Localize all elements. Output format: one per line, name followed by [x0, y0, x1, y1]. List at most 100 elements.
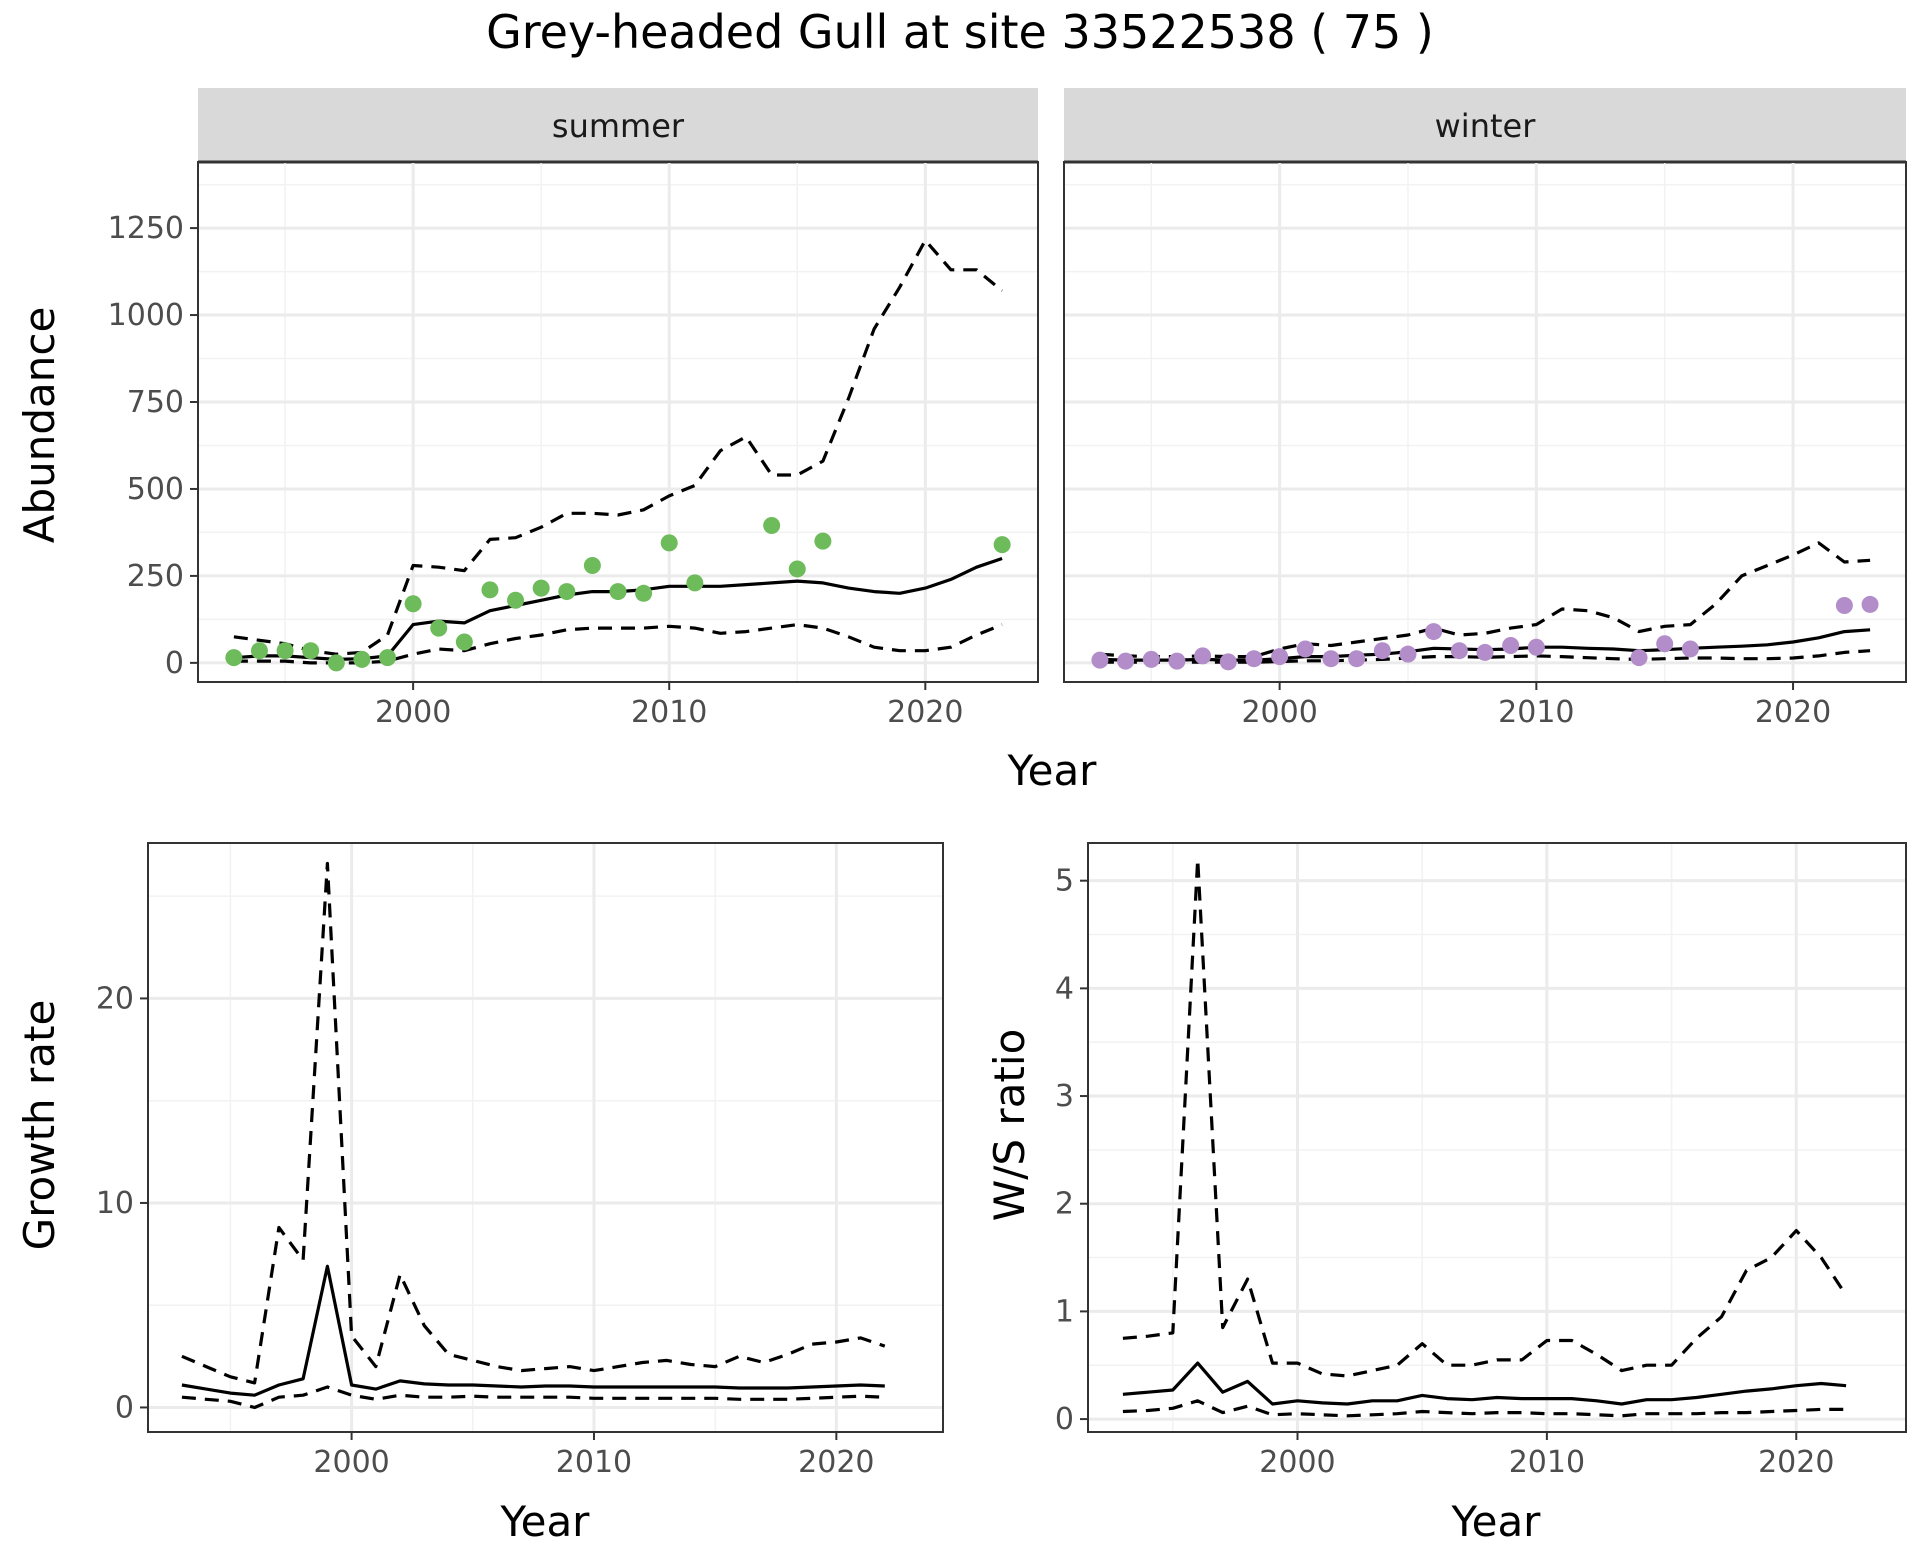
growth-y-axis-title: Growth rate: [15, 1000, 64, 1251]
data-point: [1142, 650, 1160, 668]
y-tick-label: 0: [1055, 1402, 1074, 1437]
data-point: [1091, 651, 1109, 669]
x-tick-label: 2010: [1498, 695, 1574, 730]
data-point: [558, 583, 576, 601]
data-point: [1245, 650, 1263, 668]
data-point: [302, 642, 320, 660]
strip-winter: [1064, 88, 1906, 162]
lower-bound-line: [233, 622, 1003, 665]
data-point: [1502, 636, 1520, 654]
data-point: [788, 560, 806, 578]
data-point: [814, 532, 832, 550]
panel-border: [147, 842, 944, 1433]
data-point: [507, 591, 525, 609]
y-tick-label: 0: [115, 1390, 134, 1425]
panel-ws: 2000 2010 2020 0 1 2 3 4 5: [1055, 842, 1907, 1480]
x-tick-label: 2010: [631, 695, 707, 730]
data-point: [1450, 642, 1468, 660]
data-point: [1296, 640, 1314, 658]
strip-label-summer: summer: [552, 107, 685, 145]
data-point: [481, 581, 499, 599]
x-tick-label: 2000: [313, 1445, 389, 1480]
panel-border: [1087, 842, 1907, 1433]
strip-summer: [198, 88, 1038, 162]
growth-x-axis-title: Year: [500, 1497, 591, 1546]
data-point: [1681, 640, 1699, 658]
data-point: [225, 649, 243, 667]
data-point: [1399, 645, 1417, 663]
data-point: [455, 633, 473, 651]
ws-x-axis-title: Year: [1451, 1497, 1542, 1546]
data-point: [1271, 648, 1289, 666]
y-tick-label: 500: [127, 472, 184, 507]
data-point: [404, 595, 422, 613]
y-tick-label: 10: [96, 1186, 134, 1221]
x-tick-label: 2020: [798, 1445, 874, 1480]
upper-bound-line: [1122, 857, 1848, 1378]
x-tick-label: 2000: [375, 695, 451, 730]
fit-line: [233, 556, 1003, 662]
data-point: [250, 642, 268, 660]
y-tick-label: 750: [127, 385, 184, 420]
x-tick-label: 2010: [556, 1445, 632, 1480]
data-point: [1194, 647, 1212, 665]
x-tick-label: 2020: [1755, 695, 1831, 730]
data-point: [1219, 653, 1237, 671]
data-point: [1861, 595, 1879, 613]
data-point: [1476, 643, 1494, 661]
data-point: [609, 583, 627, 601]
y-tick-label: 4: [1055, 971, 1074, 1006]
y-tick-label: 5: [1055, 864, 1074, 899]
data-point: [660, 534, 678, 552]
lower-bound-line: [1122, 1399, 1847, 1418]
top-y-axis-title: Abundance: [15, 307, 64, 544]
data-point: [276, 642, 294, 660]
upper-bound-line: [233, 238, 1004, 656]
y-tick-label: 1250: [108, 211, 184, 246]
y-tick-label: 250: [127, 559, 184, 594]
x-tick-label: 2020: [1758, 1445, 1834, 1480]
fit-line: [1122, 1361, 1847, 1406]
data-point: [353, 650, 371, 668]
data-point: [1630, 649, 1648, 667]
data-point: [583, 556, 601, 574]
y-tick-label: 1000: [108, 298, 184, 333]
panel-border: [1063, 161, 1907, 683]
data-point: [763, 516, 781, 534]
data-point: [1527, 638, 1545, 656]
upper-bound-line: [181, 861, 886, 1385]
data-point: [1322, 650, 1340, 668]
data-point: [686, 574, 704, 592]
figure-title: Grey-headed Gull at site 33522538 ( 75 ): [486, 5, 1434, 59]
data-point: [379, 649, 397, 667]
panel-growth: 2000 2010 2020 0 10 20: [96, 842, 944, 1480]
data-point: [1656, 635, 1674, 653]
ws-y-axis-title: W/S ratio: [985, 1029, 1034, 1222]
data-point: [1168, 652, 1186, 670]
y-tick-label: 2: [1055, 1187, 1074, 1222]
data-point: [327, 654, 345, 672]
top-x-axis-title: Year: [1007, 746, 1098, 795]
y-tick-label: 0: [165, 646, 184, 681]
fit-line: [181, 1264, 885, 1397]
y-tick-label: 3: [1055, 1079, 1074, 1114]
upper-bound-line: [1099, 541, 1871, 659]
data-point: [635, 584, 653, 602]
data-point: [1425, 623, 1443, 641]
x-tick-label: 2000: [1241, 695, 1317, 730]
lower-bound-line: [181, 1385, 885, 1410]
panel-winter: 2000 2010 2020: [1063, 161, 1907, 730]
x-tick-label: 2010: [1509, 1445, 1585, 1480]
panel-summer: 2000 2010 2020 0 250 500 750 1000 1250: [108, 161, 1039, 730]
data-point: [993, 536, 1011, 554]
x-tick-label: 2020: [887, 695, 963, 730]
strip-label-winter: winter: [1435, 107, 1537, 145]
y-tick-label: 1: [1055, 1294, 1074, 1329]
data-point: [1348, 650, 1366, 668]
data-point: [1117, 652, 1135, 670]
y-tick-label: 20: [96, 981, 134, 1016]
data-point: [1835, 596, 1853, 614]
data-point: [430, 619, 448, 637]
